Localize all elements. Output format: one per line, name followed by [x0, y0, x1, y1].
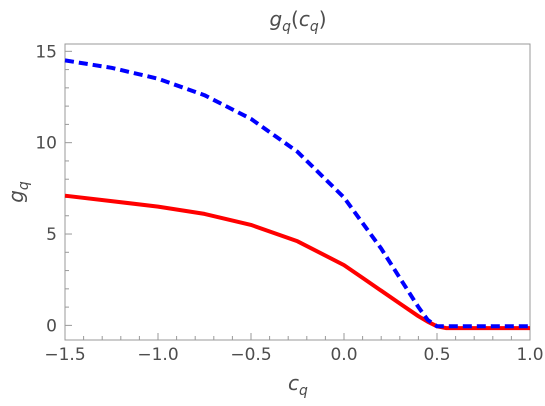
- x-axis-ticks: −1.5 −1.0 −0.5 0.0 0.5 1.0: [44, 333, 544, 365]
- y-tick-label: 0: [46, 316, 57, 336]
- y-tick-label: 5: [46, 225, 57, 245]
- series-line-solid: [64, 193, 530, 331]
- y-axis-label: gq: [4, 181, 32, 203]
- series-group: [64, 58, 530, 331]
- series-line-dashed: [64, 58, 530, 329]
- x-tick-label: −1.5: [44, 345, 85, 365]
- x-tick-label: −1.0: [137, 345, 178, 365]
- y-axis-ticks: 0 5 10 15: [35, 42, 72, 336]
- x-tick-label: 1.0: [516, 345, 543, 365]
- plot-frame: [64, 43, 531, 341]
- x-tick-label: 0.0: [330, 345, 357, 365]
- chart-title: gq(cq): [269, 7, 326, 35]
- y-tick-label: 10: [35, 134, 57, 154]
- y-tick-label: 15: [35, 42, 57, 62]
- x-axis-label: cq: [288, 371, 308, 399]
- x-tick-label: −0.5: [230, 345, 271, 365]
- x-tick-label: 0.5: [423, 345, 450, 365]
